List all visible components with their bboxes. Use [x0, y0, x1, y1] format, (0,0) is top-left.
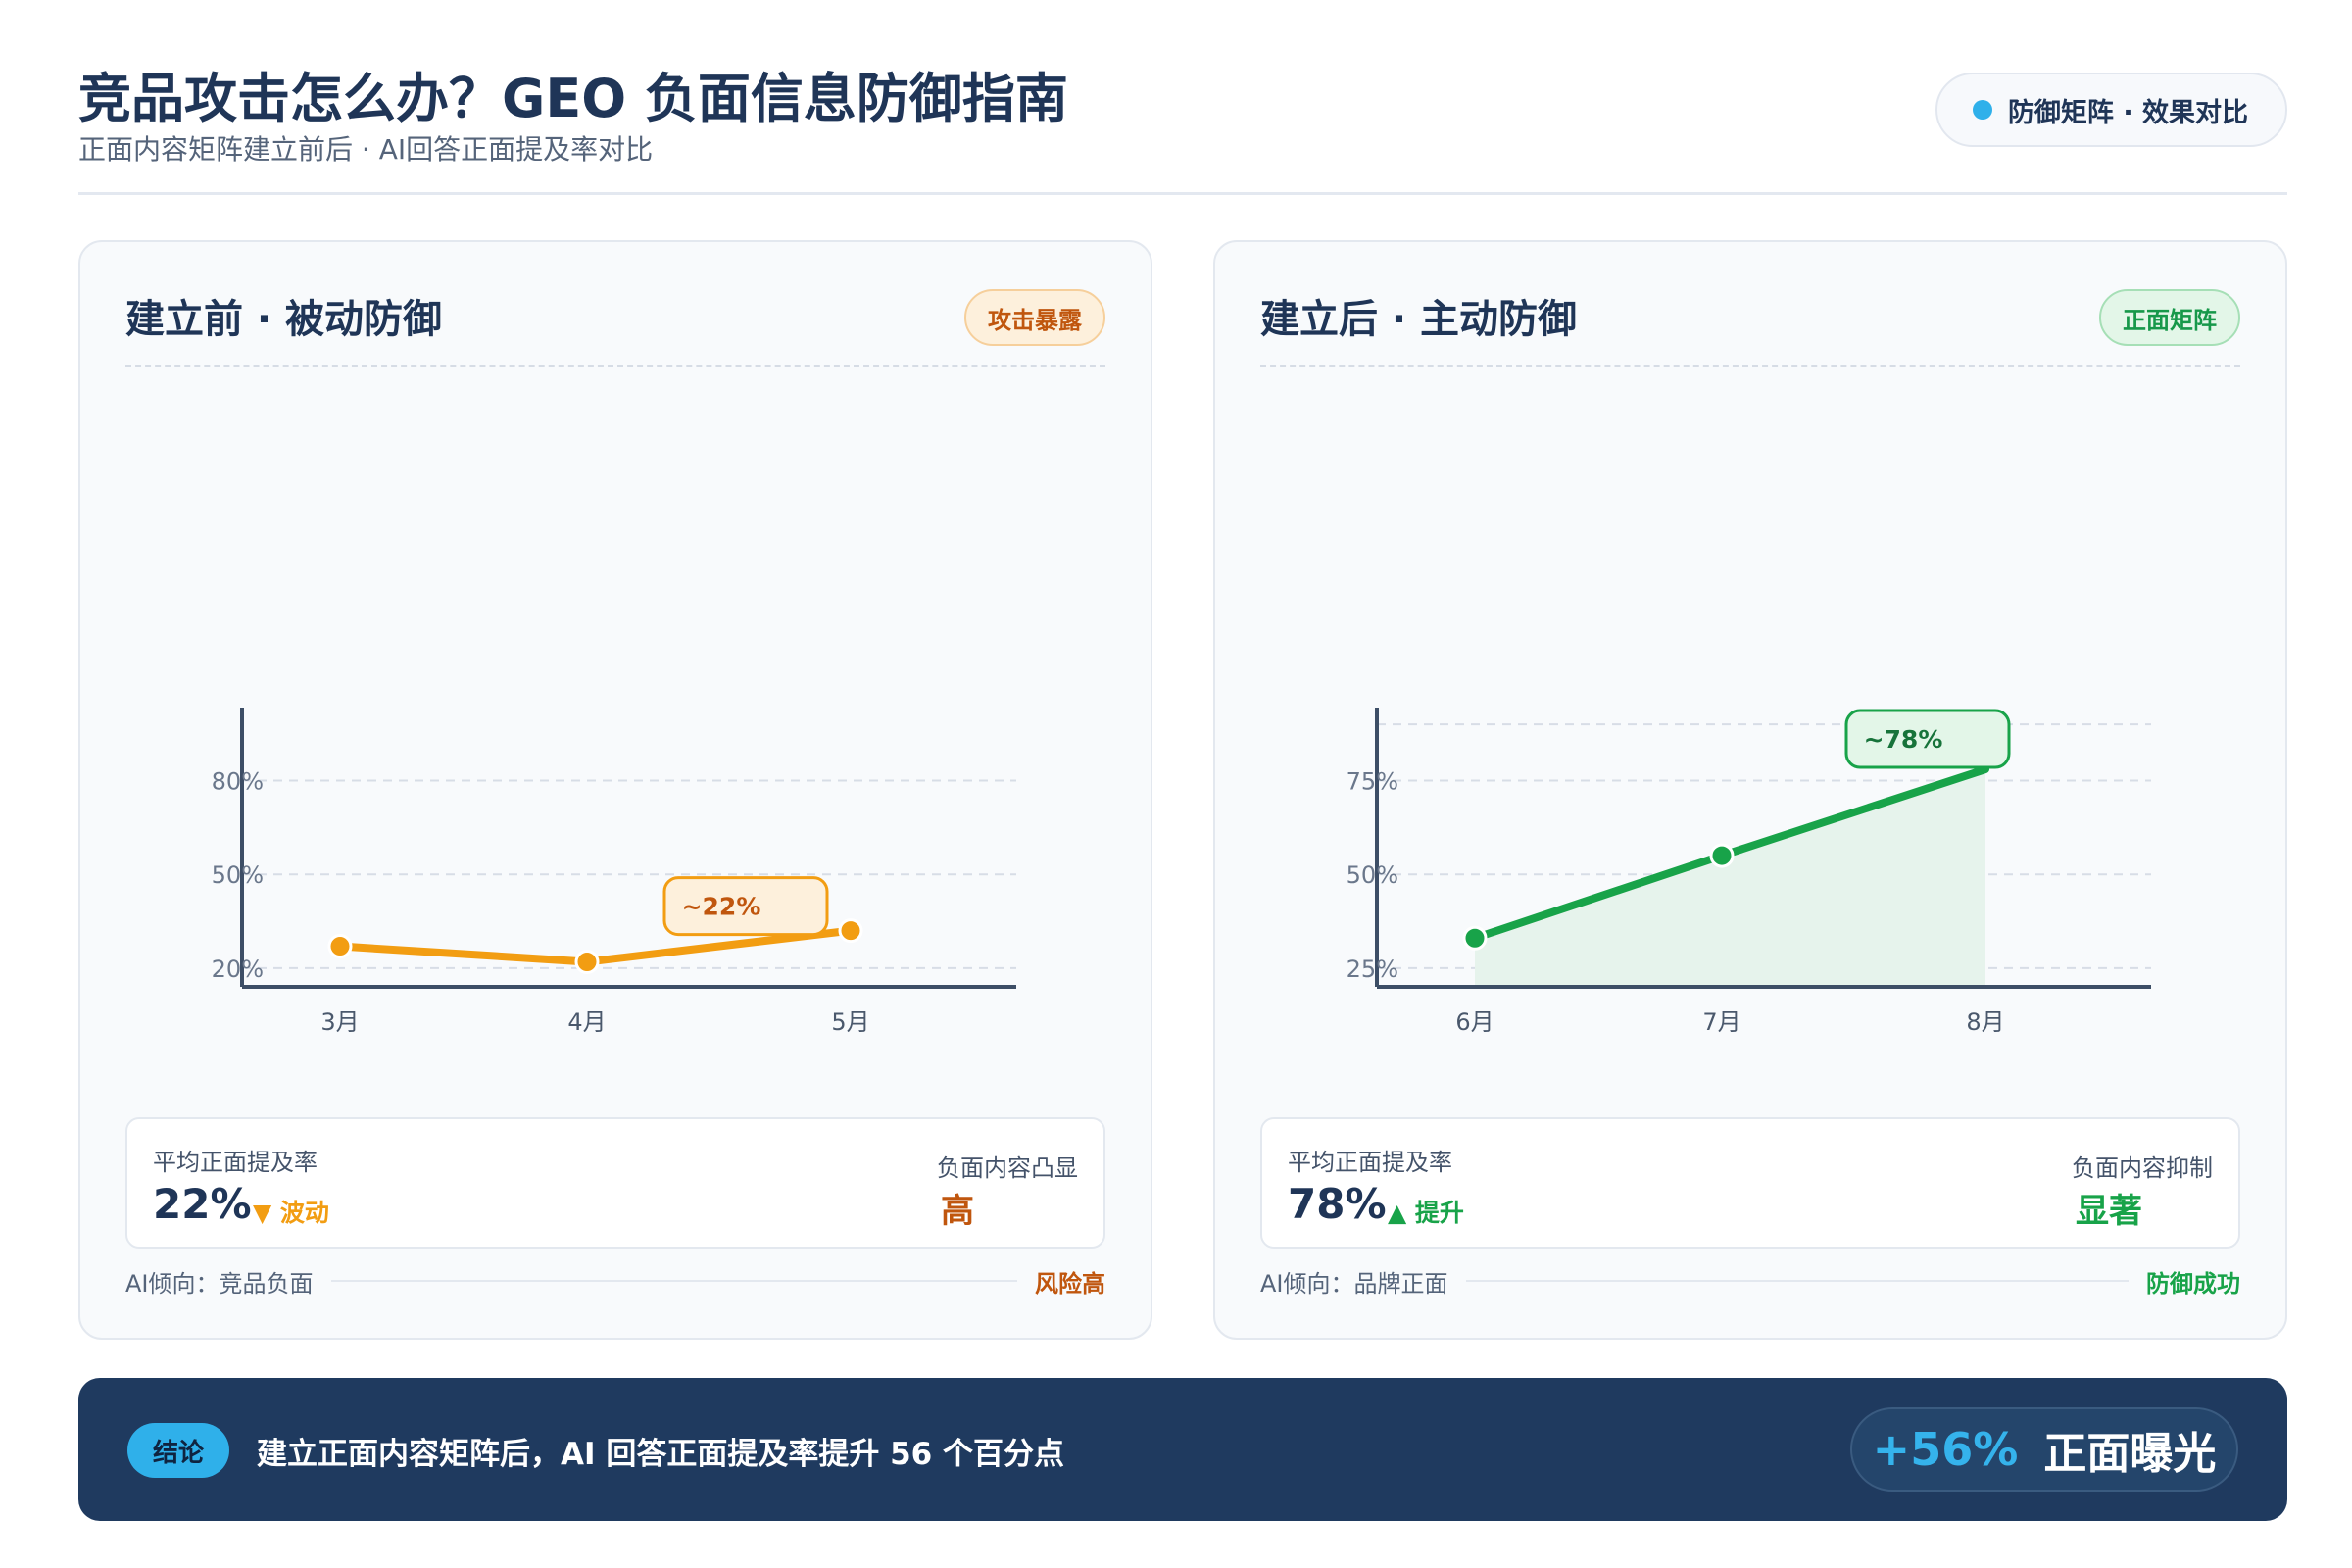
y-tick-label: 80% — [212, 768, 264, 796]
panel-after: 建立后 · 主动防御 正面矩阵 25% 50% 75% 6月 7月 8月 ~78% 平均正面… — [1213, 240, 2287, 1340]
x-tick-label: 3月 — [320, 1008, 359, 1036]
stat-box: 平均正面提及率 78% ▲ 提升 负面内容抑制 显著 — [1260, 1117, 2240, 1249]
annotation-box — [662, 876, 829, 937]
footer-divider — [1465, 1280, 2129, 1282]
data-point — [327, 934, 353, 959]
metric-label: 正面曝光 — [2043, 1429, 2217, 1479]
data-point — [574, 949, 600, 974]
y-tick-label: 50% — [212, 861, 264, 889]
ai-tendency-label: AI倾向：品牌正面 — [1260, 1269, 1448, 1298]
matrix-tag: 正面矩阵 — [2099, 289, 2240, 346]
y-tick-label: 25% — [1347, 956, 1398, 983]
panel-divider — [1260, 365, 2240, 367]
x-tick-label: 7月 — [1702, 1008, 1740, 1036]
panel-title: 建立后 · 主动防御 — [1260, 297, 1578, 342]
ai-tendency-label: AI倾向：竞品负面 — [125, 1269, 314, 1298]
stat-label: 平均正面提及率 — [1288, 1149, 1452, 1176]
header-badge-label: 防御矩阵 · 效果对比 — [2007, 97, 2248, 128]
status-dot-icon — [1972, 100, 1992, 120]
stat-right-label: 负面内容凸显 — [937, 1154, 1078, 1182]
conclusion-text: 建立正面内容矩阵后，AI 回答正面提及率提升 56 个百分点 — [257, 1437, 1065, 1472]
panel-before: 建立前 · 被动防御 攻击暴露 20% 50% 80% 3月 4月 5月 ~22% 平均正面… — [78, 240, 1152, 1340]
data-point — [1709, 843, 1735, 868]
y-tick-label: 20% — [212, 956, 264, 983]
conclusion-pill: 结论 — [127, 1423, 230, 1478]
defense-status: 防御成功 — [2146, 1269, 2240, 1298]
conclusion-metric: +56% 正面曝光 — [1850, 1407, 2238, 1492]
chart-after: 25% 50% 75% 6月 7月 8月 ~78% — [1347, 708, 2151, 1036]
panel-footer: AI倾向：品牌正面 防御成功 — [1260, 1261, 2240, 1300]
x-tick-label: 8月 — [1966, 1008, 2004, 1036]
page-header: 竞品攻击怎么办？GEO 负面信息防御指南 正面内容矩阵建立前后 · AI回答正面… — [78, 55, 2287, 196]
x-tick-label: 4月 — [567, 1008, 606, 1036]
panel-footer: AI倾向：竞品负面 风险高 — [125, 1261, 1105, 1300]
header-badge: 防御矩阵 · 效果对比 — [1935, 73, 2287, 147]
page-title: 竞品攻击怎么办？GEO 负面信息防御指南 — [78, 68, 1068, 129]
data-point — [838, 918, 863, 944]
panel-divider — [125, 365, 1105, 367]
x-tick-label: 6月 — [1455, 1008, 1494, 1036]
stat-value: 78% — [1288, 1180, 1387, 1228]
stat-label: 平均正面提及率 — [153, 1149, 318, 1176]
stat-right-value: 显著 — [2076, 1192, 2142, 1231]
y-tick-label: 50% — [1347, 861, 1398, 889]
x-tick-label: 5月 — [831, 1008, 869, 1036]
annotation-label: ~22% — [682, 893, 761, 921]
stat-right-label: 负面内容抑制 — [2072, 1154, 2213, 1182]
data-point — [1462, 925, 1488, 951]
header-divider — [78, 192, 2287, 195]
metric-value: +56% — [1872, 1423, 2019, 1476]
page-subtitle: 正面内容矩阵建立前后 · AI回答正面提及率对比 — [78, 133, 654, 166]
risk-tag: 攻击暴露 — [964, 289, 1105, 346]
area-fill — [1475, 769, 1985, 987]
stat-trend: ▼ 波动 — [253, 1199, 329, 1227]
stat-trend: ▲ 提升 — [1388, 1199, 1464, 1227]
annotation-box — [1844, 709, 2011, 769]
y-tick-label: 75% — [1347, 768, 1398, 796]
conclusion-bar: 结论 建立正面内容矩阵后，AI 回答正面提及率提升 56 个百分点 +56% 正… — [78, 1378, 2287, 1521]
stat-box: 平均正面提及率 22% ▼ 波动 负面内容凸显 高 — [125, 1117, 1105, 1249]
panel-title: 建立前 · 被动防御 — [125, 297, 443, 342]
chart-before: 20% 50% 80% 3月 4月 5月 ~22% — [212, 708, 1016, 1036]
stat-right-value: 高 — [941, 1192, 974, 1231]
stat-value: 22% — [153, 1180, 252, 1228]
footer-divider — [330, 1280, 1017, 1282]
annotation-label: ~78% — [1864, 725, 1943, 754]
risk-status: 风险高 — [1035, 1269, 1105, 1298]
